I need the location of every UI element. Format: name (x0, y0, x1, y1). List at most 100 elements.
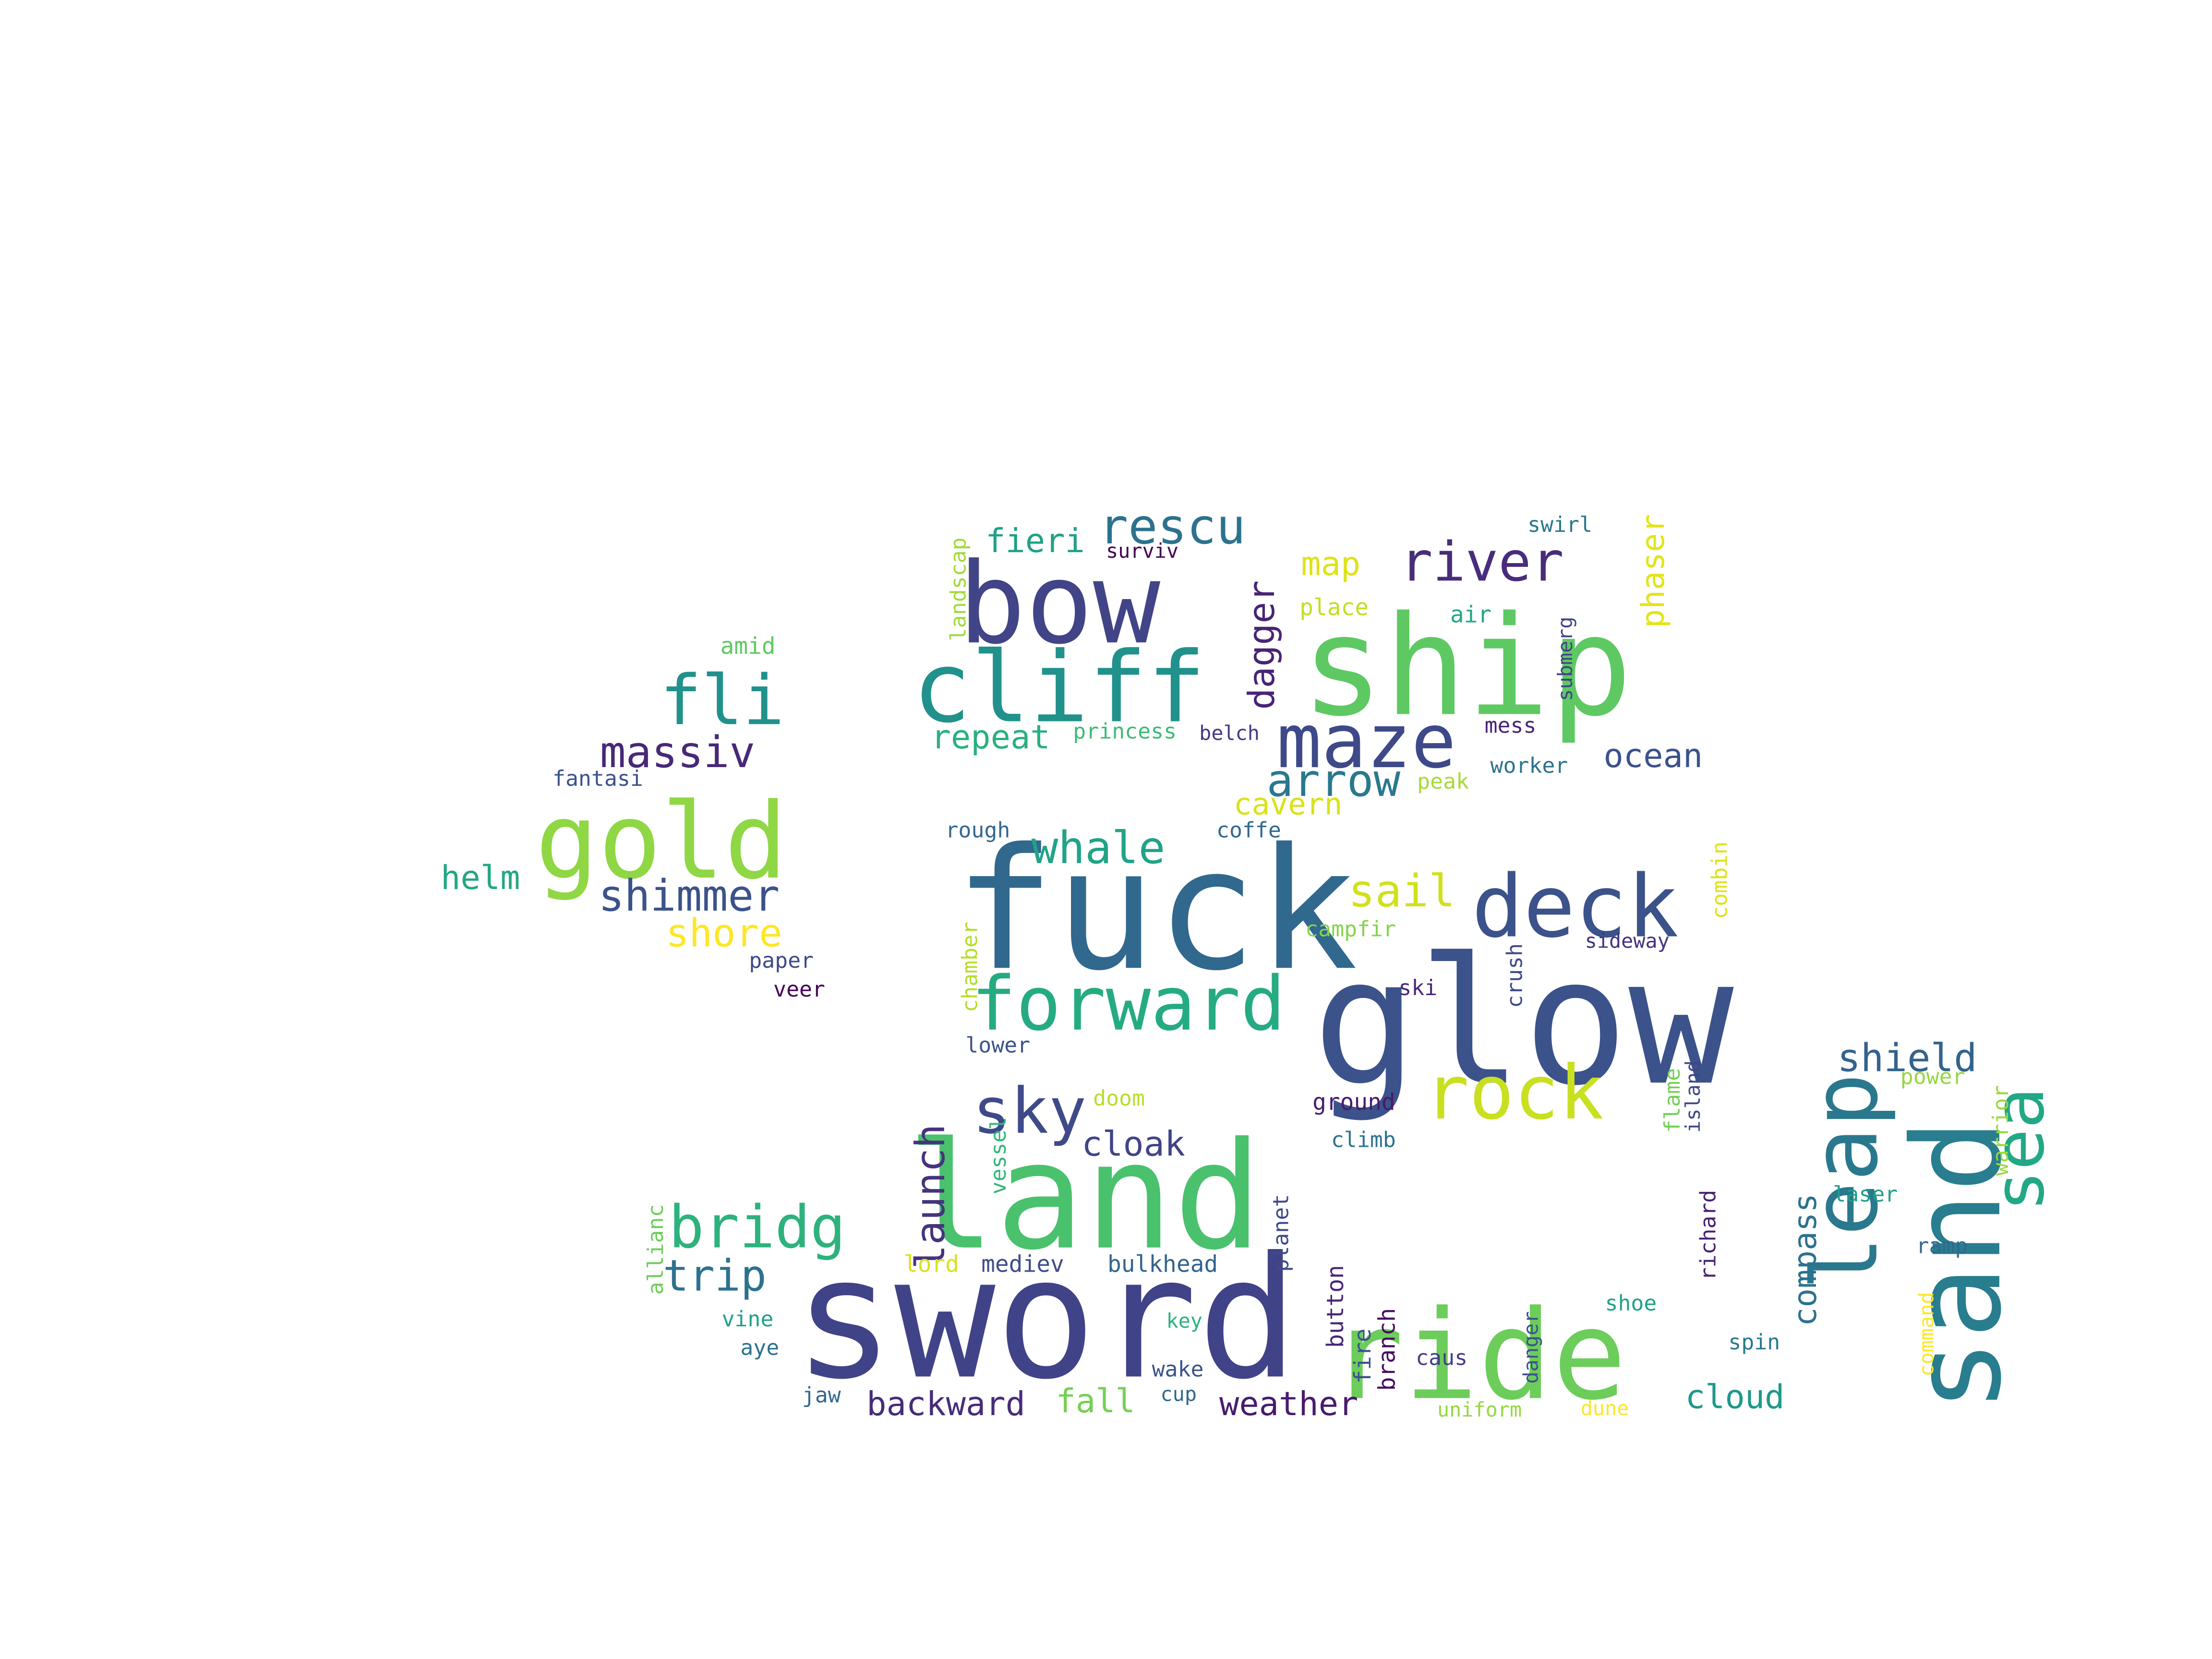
cloud-word: sideway (1585, 929, 1670, 952)
cloud-word: sky (973, 1074, 1086, 1148)
cloud-word: helm (441, 859, 520, 897)
cloud-word: rough (945, 817, 1010, 842)
cloud-word: wake (1152, 1357, 1204, 1382)
cloud-word: shore (666, 911, 782, 956)
cloud-word: amid (720, 633, 775, 660)
cloud-word: map (1301, 545, 1360, 583)
cloud-word: doom (1093, 1085, 1145, 1111)
cloud-word: aye (740, 1335, 779, 1360)
cloud-word: cloud (1685, 1378, 1785, 1416)
cloud-word: crush (1502, 943, 1527, 1008)
cloud-word: flame (1659, 1068, 1685, 1133)
cloud-word: launch (907, 1124, 954, 1269)
cloud-word: bridg (669, 1193, 846, 1262)
cloud-word: ship (1301, 587, 1633, 747)
cloud-word: danger (1519, 1311, 1542, 1384)
cloud-word: sand (1886, 1119, 2028, 1412)
cloud-word: planet (1268, 1194, 1294, 1272)
cloud-word: fire (1350, 1328, 1376, 1383)
cloud-word: landscap (945, 537, 971, 641)
cloud-word: coffe (1216, 817, 1281, 842)
cloud-word: fieri (986, 522, 1085, 560)
cloud-word: lower (965, 1032, 1030, 1058)
cloud-word: ski (1398, 975, 1437, 1000)
cloud-word: shoe (1605, 1290, 1657, 1316)
cloud-word: land (907, 1110, 1262, 1283)
cloud-word: branch (1374, 1308, 1401, 1391)
cloud-word: button (1322, 1265, 1349, 1348)
cloud-word: gold (535, 781, 787, 902)
cloud-word: weather (1219, 1385, 1358, 1423)
cloud-word: peak (1417, 769, 1469, 794)
cloud-word: mediev (981, 1251, 1064, 1278)
cloud-word: cup (1161, 1382, 1197, 1406)
cloud-word: command (1915, 1292, 1938, 1376)
cloud-word: princess (1073, 718, 1177, 744)
cloud-word: ride (1330, 1284, 1627, 1427)
cloud-word: climb (1331, 1127, 1396, 1153)
cloud-word: arrow (1267, 755, 1401, 806)
cloud-word: backward (866, 1385, 1025, 1423)
cloud-word: ramp (1916, 1233, 1968, 1259)
cloud-word: spin (1728, 1329, 1780, 1355)
cloud-word: sail (1348, 865, 1455, 917)
cloud-word: uniform (1437, 1398, 1522, 1421)
cloud-word: dune (1581, 1396, 1629, 1420)
cloud-word: combin (1707, 842, 1732, 919)
cloud-word: rescu (1099, 498, 1246, 555)
cloud-word: sea (1979, 1087, 2059, 1212)
cloud-word: island (1681, 1060, 1705, 1133)
cloud-word: fall (1056, 1382, 1135, 1420)
cloud-word: phaser (1635, 514, 1671, 628)
cloud-word: mess (1485, 712, 1537, 738)
cloud-word: chamber (957, 922, 982, 1012)
cloud-word: glow (1312, 920, 1735, 1124)
cloud-word: bulkhead (1107, 1251, 1218, 1278)
cloud-word: cavern (1234, 787, 1343, 822)
cloud-word: sword (793, 1222, 1298, 1417)
cloud-word: shield (1837, 1035, 1977, 1081)
cloud-word: fuck (954, 813, 1358, 1008)
cloud-word: allianc (643, 1204, 668, 1295)
cloud-word: cliff (913, 630, 1206, 744)
cloud-word: warrior (1988, 1085, 2013, 1176)
cloud-word: dagger (1241, 580, 1283, 710)
cloud-word: richard (1695, 1190, 1721, 1281)
cloud-word: leap (1793, 1073, 1898, 1290)
cloud-word: rock (1424, 1049, 1604, 1136)
cloud-word: place (1299, 594, 1369, 621)
cloud-word: key (1166, 1309, 1202, 1333)
cloud-word: forward (971, 961, 1286, 1047)
cloud-word: ocean (1604, 737, 1703, 775)
cloud-word: bow (958, 539, 1161, 669)
cloud-word: repeat (931, 718, 1050, 757)
cloud-word: worker (1491, 753, 1568, 778)
cloud-word: laser (1833, 1181, 1898, 1207)
cloud-word: deck (1472, 857, 1679, 957)
cloud-word: shimmer (599, 871, 780, 921)
cloud-word: vessel (986, 1117, 1011, 1194)
cloud-word: belch (1199, 721, 1260, 745)
cloud-word: paper (749, 948, 814, 973)
cloud-word: swirl (1527, 512, 1592, 537)
cloud-word: surviv (1106, 539, 1178, 563)
cloud-word: fli (660, 660, 784, 740)
cloud-word: cloak (1082, 1124, 1185, 1164)
cloud-word: ground (1312, 1089, 1395, 1116)
cloud-word: jaw (802, 1382, 841, 1407)
cloud-word: compass (1787, 1193, 1824, 1326)
cloud-word: whale (1032, 822, 1166, 874)
cloud-word: maze (1276, 698, 1456, 785)
cloud-word: fantasi (553, 766, 643, 791)
cloud-word: massiv (600, 728, 756, 778)
cloud-word: air (1450, 601, 1491, 628)
cloud-word: river (1400, 530, 1564, 594)
cloud-word: vine (721, 1306, 773, 1332)
cloud-word: veer (773, 976, 825, 1002)
cloud-word: campfir (1305, 916, 1396, 942)
cloud-word: lord (904, 1251, 959, 1278)
cloud-word: trip (663, 1251, 767, 1301)
cloud-word: power (1900, 1064, 1965, 1089)
cloud-word: caus (1416, 1345, 1467, 1370)
